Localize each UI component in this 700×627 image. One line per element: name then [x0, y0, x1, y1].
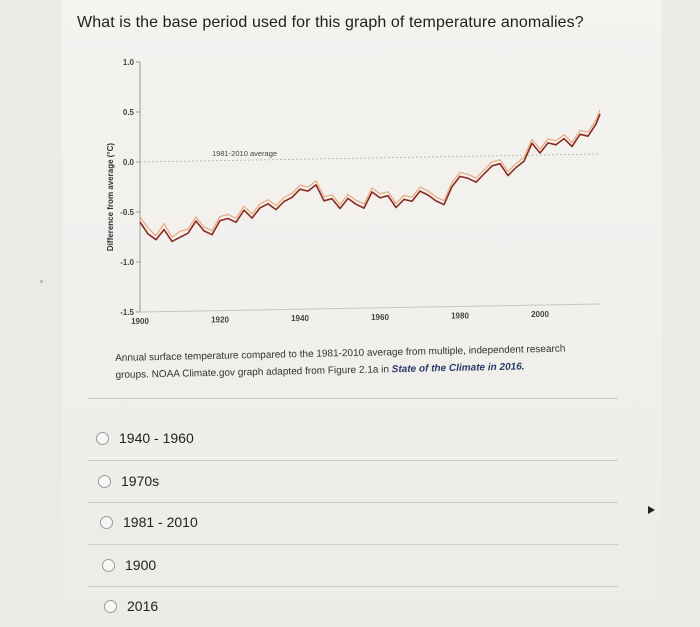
answer-option-5[interactable]: 2016 — [104, 598, 158, 614]
x-tick-label: 1980 — [451, 311, 469, 320]
x-tick-label: 1900 — [131, 317, 149, 326]
mouse-pointer-icon — [648, 506, 655, 514]
divider — [88, 460, 618, 461]
option-label: 1970s — [121, 473, 160, 489]
y-tick-label: 1.0 — [123, 58, 135, 67]
answer-option-2[interactable]: 1970s — [98, 473, 159, 489]
radio-button[interactable] — [104, 599, 117, 613]
answer-option-3[interactable]: 1981 - 2010 — [100, 514, 198, 530]
radio-button[interactable] — [102, 558, 115, 572]
chart-svg: 1.0 0.5 0.0 -0.5 -1.0 -1.5 Difference from ave… — [106, 58, 601, 326]
x-tick-label: 1940 — [291, 314, 309, 323]
speck — [40, 280, 43, 283]
radio-button[interactable] — [96, 431, 109, 445]
y-tick-label: -1.0 — [120, 258, 134, 267]
y-tick-label: -1.5 — [120, 308, 134, 317]
question-text: What is the base period used for this gr… — [77, 14, 584, 31]
y-tick-label: 0.0 — [123, 158, 135, 167]
y-tick-label: 0.5 — [123, 108, 135, 117]
caption-source-title: State of the Climate in 2016. — [391, 361, 525, 376]
reference-line — [139, 153, 601, 163]
temperature-chart: 1.0 0.5 0.0 -0.5 -1.0 -1.5 Difference from ave… — [80, 42, 620, 342]
series-line-1 — [139, 109, 601, 238]
option-label: 1900 — [125, 557, 157, 573]
quiz-page — [62, 0, 662, 627]
x-tick-label: 2000 — [531, 310, 549, 319]
answer-option-4[interactable]: 1900 — [102, 557, 156, 573]
option-label: 1981 - 2010 — [123, 514, 198, 530]
divider — [88, 544, 618, 545]
y-tick-label: -0.5 — [120, 208, 134, 217]
radio-button[interactable] — [100, 515, 113, 529]
radio-button[interactable] — [98, 474, 111, 488]
series-line-0 — [139, 113, 601, 243]
divider — [88, 398, 618, 399]
x-axis-line — [139, 303, 601, 313]
divider — [88, 586, 618, 587]
option-label: 1940 - 1960 — [119, 430, 194, 446]
x-tick-label: 1960 — [371, 313, 389, 322]
answer-option-1[interactable]: 1940 - 1960 — [96, 430, 194, 446]
option-label: 2016 — [127, 598, 159, 614]
x-tick-label: 1920 — [211, 316, 229, 325]
reference-label: 1981-2010 average — [212, 149, 277, 158]
divider — [88, 502, 618, 503]
y-axis-label: Difference from average (°C) — [106, 143, 115, 251]
